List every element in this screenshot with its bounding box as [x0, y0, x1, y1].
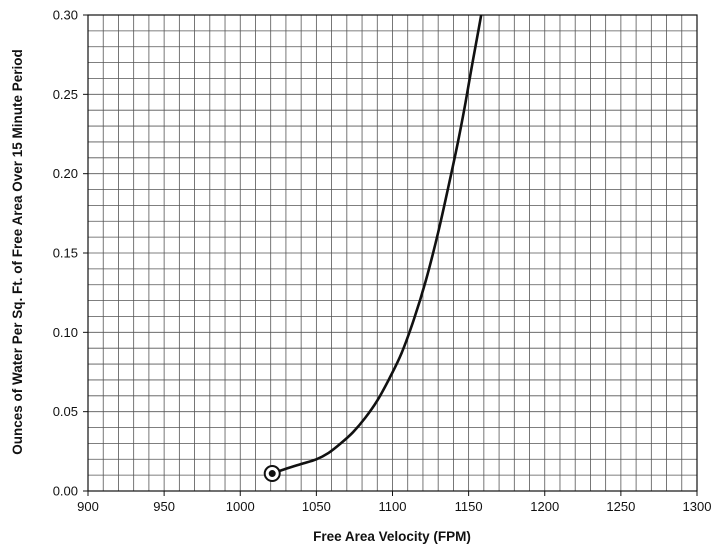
x-tick-label: 1150	[455, 499, 483, 514]
y-tick-label: 0.25	[53, 87, 78, 102]
minor-grid	[87, 14, 698, 492]
y-tick-label: 0.00	[53, 484, 78, 499]
x-tick-label: 1300	[683, 499, 712, 514]
series-group	[270, 15, 483, 475]
annotation-dot	[268, 470, 276, 478]
x-tick-label: 1250	[606, 499, 635, 514]
x-tick-label: 1200	[530, 499, 559, 514]
x-tick-label: 1050	[302, 499, 331, 514]
y-tick-label: 0.30	[53, 8, 78, 23]
y-tick-label: 0.15	[53, 246, 78, 261]
x-tick-label: 1100	[379, 499, 407, 514]
start-point-marker	[263, 465, 281, 483]
x-tick-label: 1000	[226, 499, 255, 514]
y-tick-label: 0.05	[53, 404, 78, 419]
x-tick-label: 950	[153, 499, 175, 514]
y-axis-title: Ounces of Water Per Sq. Ft. of Free Area…	[10, 49, 25, 455]
y-tick-label: 0.10	[53, 325, 78, 340]
series-line	[270, 15, 483, 475]
x-axis-title: Free Area Velocity (FPM)	[313, 529, 471, 544]
y-tick-label: 0.20	[53, 166, 78, 181]
x-axis-ticks: 900 950 1000 1050 1100 1150 1200 1250 1300	[77, 491, 711, 514]
x-tick-label: 900	[77, 499, 99, 514]
y-axis-ticks: 0.00 0.05 0.10 0.15 0.20 0.25 0.30	[53, 8, 88, 499]
